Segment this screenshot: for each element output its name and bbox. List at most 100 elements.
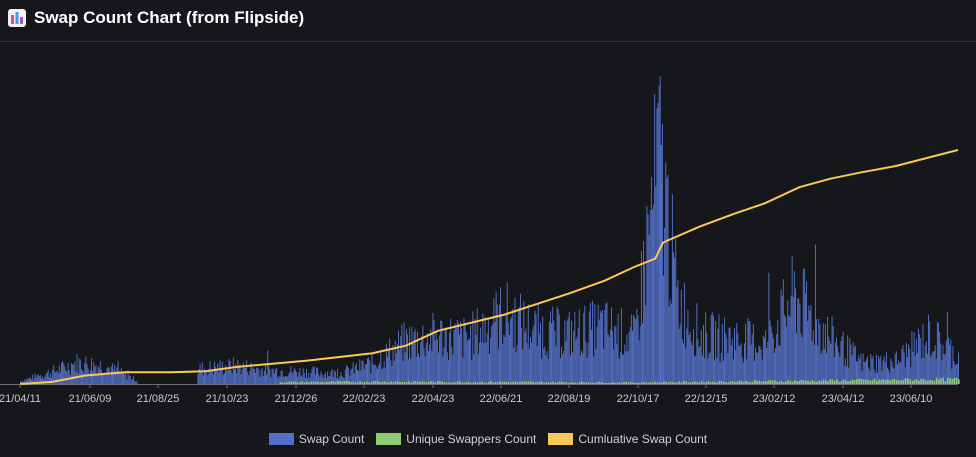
swap-count-bar [664,227,666,384]
unique-swappers-bar [736,381,738,384]
swap-count-bar [599,310,601,384]
chart-header: Swap Count Chart (from Flipside) [0,0,976,36]
swap-count-bar [602,309,604,384]
swap-count-bar [294,369,296,384]
swap-count-bar [776,334,778,384]
swap-count-bar [609,329,611,384]
swap-count-bar [800,333,802,384]
swap-count-bar [429,344,431,384]
swap-count-bar [99,361,101,384]
unique-swappers-bar [323,382,326,384]
unique-swappers-bar [332,381,335,384]
unique-swappers-bar [893,378,896,384]
swap-count-bar [752,324,754,384]
swap-count-bar [528,348,530,384]
swap-count-bar [545,355,547,384]
swap-count-bar [787,300,789,384]
swap-count-bar [292,371,294,384]
swap-count-bar [311,368,313,384]
swap-count-bar [286,376,288,384]
swap-count-bar [746,359,748,384]
swap-count-bar [84,362,86,384]
unique-swappers-bar [616,382,619,384]
swap-count-bar [761,359,763,384]
swap-count-bar [38,376,40,384]
swap-count-bar [276,368,278,384]
swap-count-bar [278,376,280,384]
legend-item-cumulative[interactable]: Cumluative Swap Count [548,432,707,446]
swap-count-bar [910,367,912,384]
swap-count-bar [901,348,903,384]
swap-count-bar [706,332,708,384]
unique-swappers-bar [694,381,696,384]
swap-count-bar [414,329,416,384]
swap-count-bar [498,304,500,384]
swap-count-bar [942,345,944,384]
swap-count-bar [795,288,796,384]
swap-count-bar [573,331,575,384]
swap-count-bar [677,280,679,384]
swap-count-bar [380,352,382,384]
swap-count-bar [614,325,616,384]
swap-count-bar [348,368,350,384]
swap-count-bar [279,376,281,384]
swap-count-bar [438,352,439,384]
swap-count-bar [250,362,252,384]
swap-count-bar [766,348,768,384]
unique-swappers-bar [392,382,395,384]
x-tick-label: 22/06/21 [480,393,523,405]
swap-count-bar [423,348,425,384]
swap-count-bar [939,331,941,384]
swap-count-bar [728,328,730,384]
swap-count-bar [691,345,693,384]
unique-swappers-bar [354,382,357,384]
unique-swappers-bar [525,381,528,384]
swap-count-bar [928,314,929,384]
swap-count-bar [456,320,458,384]
swap-count-bar [583,312,585,384]
swap-count-bar [814,244,816,384]
swap-count-bar [291,373,293,384]
unique-swappers-bar [379,382,381,384]
unique-swappers-bar [738,381,741,384]
swap-count-bar [737,333,739,384]
unique-swappers-bar [408,381,410,384]
swap-count-bar [378,365,380,384]
unique-swappers-bar [290,381,293,384]
unique-swappers-bar [618,382,621,384]
swap-count-bar [696,303,698,384]
unique-swappers-bar [663,381,665,384]
swap-count-bar [312,366,314,384]
swap-count-bar [739,345,741,384]
swap-count-bar [500,287,502,384]
swap-count-bar [740,343,742,384]
swap-count-bar [64,366,66,384]
swap-count-bar [113,370,115,384]
unique-swappers-bar [465,381,468,384]
x-tick-label: 21/08/25 [137,393,180,405]
unique-swappers-bar [541,381,543,384]
swap-count-bar [480,327,482,384]
swap-count-bar [720,353,722,384]
swap-count-bar [316,367,317,384]
swap-count-bar [93,362,95,384]
swap-count-bar [791,256,793,384]
swap-count-bar [697,339,699,384]
swap-count-bar [326,378,327,384]
swap-count-bar [405,328,407,384]
unique-swappers-bar [421,381,423,384]
unique-swappers-bar [878,379,880,384]
unique-swappers-bar [514,381,517,384]
swap-count-bar [517,309,519,384]
swap-count-bar [789,316,791,384]
swap-count-bar [836,337,837,384]
legend-item-swap-count[interactable]: Swap Count [268,432,364,446]
swap-count-bar [54,371,56,384]
swap-count-bar [680,289,682,384]
swap-count-bar [69,375,71,384]
unique-swappers-bar [383,381,386,384]
swap-count-bar [242,362,244,384]
swap-count-bar [442,356,444,384]
legend-item-unique-swappers[interactable]: Unique Swappers Count [376,432,536,446]
swap-count-bar [582,353,584,384]
